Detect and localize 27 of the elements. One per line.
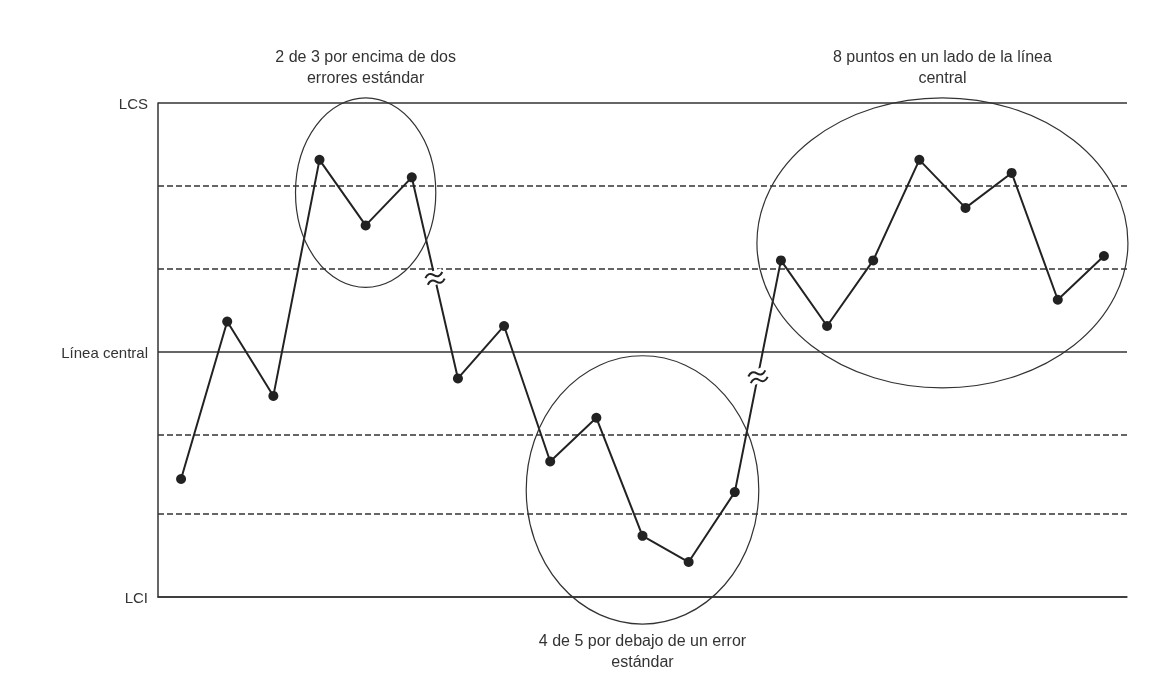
point [960, 202, 971, 213]
point [1006, 167, 1017, 178]
point [822, 320, 833, 331]
point [452, 373, 463, 384]
point [729, 487, 740, 498]
point [1098, 251, 1109, 262]
ref-line-label: Línea central [61, 343, 148, 361]
ref-line-label: LCS [118, 94, 148, 112]
point [545, 456, 556, 467]
point [914, 154, 925, 165]
point [1052, 294, 1063, 305]
point [360, 220, 371, 231]
point [683, 557, 694, 568]
point [176, 473, 187, 484]
point [499, 320, 510, 331]
point [775, 255, 786, 266]
point [314, 154, 325, 165]
ref-line-label: LCI [124, 588, 148, 606]
point [868, 255, 879, 266]
point [406, 172, 417, 183]
point [637, 530, 648, 541]
text: 4 de 5 por debajo de un error estándar [537, 631, 748, 672]
point [591, 412, 602, 423]
point [222, 316, 233, 327]
text: 8 puntos en un lado de la línea central [832, 46, 1053, 88]
text: 2 de 3 por encima de dos errores estándar [274, 46, 457, 88]
point [268, 390, 279, 401]
